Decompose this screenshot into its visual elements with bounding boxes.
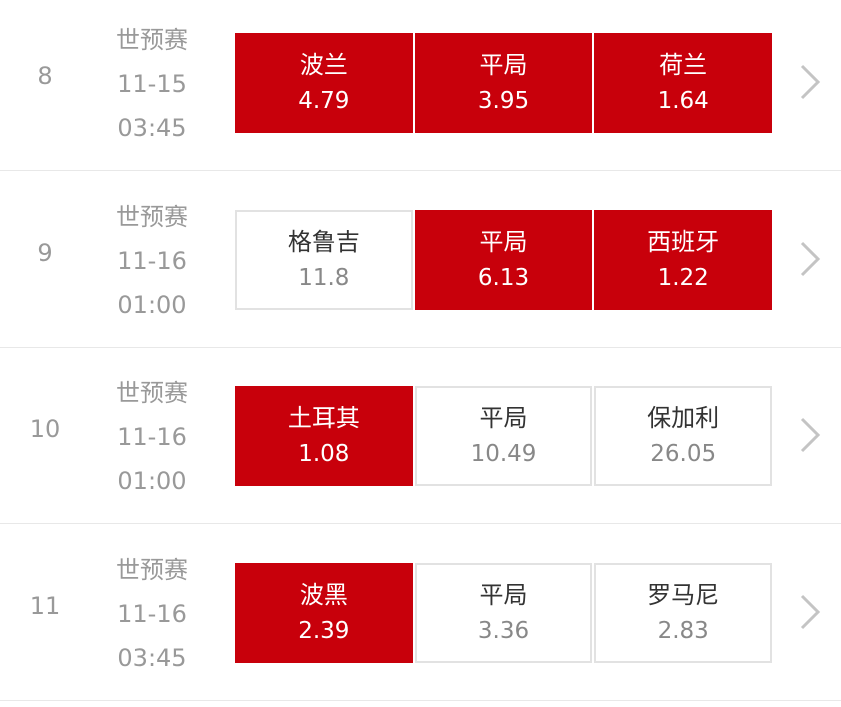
chevron-right-icon[interactable]	[792, 592, 828, 632]
match-info: 世预赛 11-16 03:45	[100, 548, 204, 680]
option-away[interactable]: 西班牙 1.22	[594, 209, 773, 310]
odds-options: 波黑 2.39 平局 3.36 罗马尼 2.83	[235, 562, 773, 663]
match-date: 11-15	[117, 70, 187, 98]
match-row: 8 世预赛 11-15 03:45 波兰 4.79 平局 3.95 荷兰 1.6…	[0, 0, 841, 177]
option-odds: 26.05	[650, 441, 717, 467]
odds-options: 格鲁吉 11.8 平局 6.13 西班牙 1.22	[235, 209, 773, 310]
match-info: 世预赛 11-16 01:00	[100, 371, 204, 503]
league-name: 世预赛	[116, 555, 188, 584]
option-odds: 1.64	[657, 88, 709, 114]
option-label: 土耳其	[287, 404, 360, 432]
option-home[interactable]: 波黑 2.39	[235, 562, 413, 663]
option-label: 保加利	[647, 404, 720, 432]
option-odds: 2.39	[298, 617, 350, 644]
match-index: 9	[37, 238, 53, 267]
option-label: 西班牙	[647, 227, 720, 256]
option-label: 平局	[479, 580, 528, 609]
match-time: 03:45	[117, 643, 187, 672]
option-odds: 1.08	[298, 441, 350, 467]
option-label: 平局	[479, 404, 528, 432]
option-away[interactable]: 保加利 26.05	[594, 386, 773, 486]
option-away[interactable]: 罗马尼 2.83	[594, 562, 773, 663]
league-name: 世预赛	[116, 379, 188, 407]
option-odds: 1.22	[657, 264, 709, 291]
option-odds: 10.49	[470, 441, 537, 467]
option-draw[interactable]: 平局 3.36	[414, 562, 593, 663]
option-draw[interactable]: 平局 10.49	[414, 386, 593, 486]
option-odds: 3.36	[477, 617, 530, 644]
match-time: 01:00	[117, 467, 187, 495]
match-date: 11-16	[117, 599, 187, 628]
option-home[interactable]: 格鲁吉 11.8	[235, 209, 413, 310]
match-date: 11-16	[117, 423, 187, 451]
option-home[interactable]: 土耳其 1.08	[235, 386, 413, 486]
match-time: 03:45	[117, 114, 187, 142]
match-time: 01:00	[117, 290, 187, 319]
option-draw[interactable]: 平局 3.95	[414, 33, 593, 133]
match-index: 10	[29, 415, 61, 443]
option-odds: 2.83	[657, 617, 709, 644]
match-row: 10 世预赛 11-16 01:00 土耳其 1.08 平局 10.49 保加利…	[0, 353, 841, 530]
match-index: 11	[29, 591, 61, 620]
option-odds: 4.79	[298, 88, 350, 114]
row-divider	[0, 523, 841, 524]
row-divider	[0, 699, 841, 701]
option-label: 平局	[479, 227, 528, 256]
league-name: 世预赛	[116, 26, 188, 54]
option-label: 罗马尼	[647, 580, 720, 609]
match-row: 9 世预赛 11-16 01:00 格鲁吉 11.8 平局 6.13 西班牙 1…	[0, 177, 841, 354]
chevron-right-icon[interactable]	[792, 239, 828, 279]
league-name: 世预赛	[116, 202, 188, 231]
row-divider	[0, 346, 841, 348]
option-away[interactable]: 荷兰 1.64	[594, 33, 773, 133]
chevron-right-icon[interactable]	[792, 62, 828, 102]
option-label: 波黑	[299, 580, 348, 609]
match-index: 8	[37, 62, 53, 90]
option-label: 波兰	[299, 51, 348, 79]
match-info: 世预赛 11-16 01:00	[100, 195, 204, 327]
option-home[interactable]: 波兰 4.79	[235, 33, 413, 133]
option-odds: 6.13	[477, 264, 530, 291]
option-label: 平局	[479, 51, 528, 79]
option-odds: 3.95	[477, 88, 530, 114]
odds-options: 波兰 4.79 平局 3.95 荷兰 1.64	[235, 33, 773, 133]
chevron-right-icon[interactable]	[792, 415, 828, 455]
odds-options: 土耳其 1.08 平局 10.49 保加利 26.05	[235, 386, 773, 486]
option-odds: 11.8	[298, 264, 350, 291]
option-label: 格鲁吉	[287, 227, 360, 256]
option-draw[interactable]: 平局 6.13	[414, 209, 593, 310]
option-label: 荷兰	[659, 51, 708, 79]
match-row: 11 世预赛 11-16 03:45 波黑 2.39 平局 3.36 罗马尼 2…	[0, 530, 841, 707]
row-divider	[0, 170, 841, 171]
match-date: 11-16	[117, 246, 187, 275]
match-info: 世预赛 11-15 03:45	[100, 18, 204, 150]
